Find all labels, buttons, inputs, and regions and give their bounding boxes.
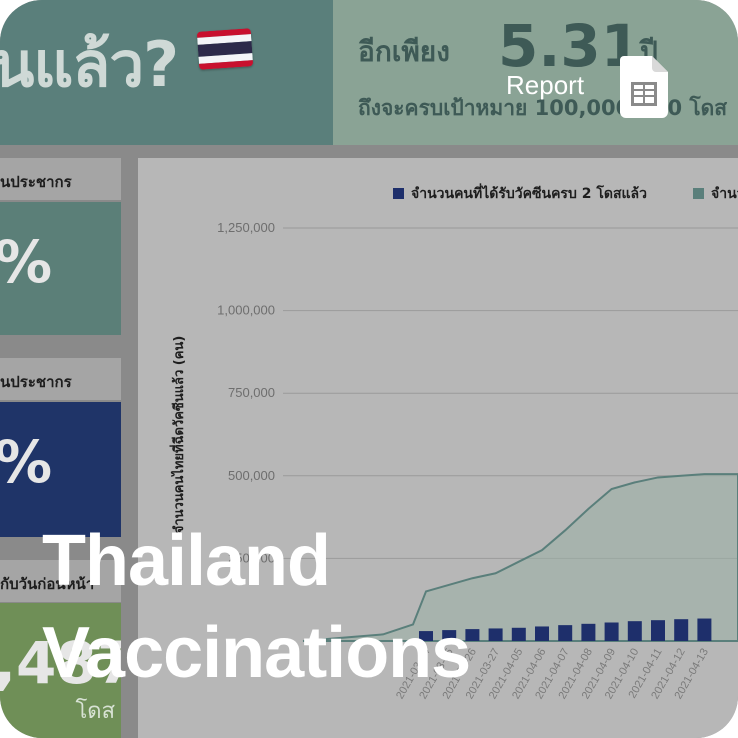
- header-right-panel: [333, 0, 738, 145]
- stat-label-2: นประชากร: [0, 358, 121, 400]
- vaccination-chart: 1,250,000 1,000,000 750,000 500,000 250,000 จ…: [138, 158, 738, 738]
- years-remaining-value: 5.31: [498, 12, 642, 80]
- y-tick-label: 1,250,000: [217, 220, 275, 235]
- report-label[interactable]: Report: [506, 70, 585, 100]
- header-left-panel: [0, 0, 333, 145]
- title-line-1: Thailand: [42, 521, 331, 601]
- area-series: [302, 473, 738, 642]
- bar: [488, 628, 503, 641]
- stat-value-3: ,487: [0, 629, 121, 697]
- y-tick-label: 250,000: [228, 550, 275, 565]
- title-line-2: Vaccinations: [42, 613, 471, 693]
- thailand-flag-icon: [196, 28, 254, 70]
- stat-card-2: %: [0, 402, 121, 537]
- legend-label: จำนวน: [711, 186, 738, 202]
- bar: [604, 622, 619, 641]
- y-tick-label: 500,000: [228, 468, 275, 483]
- bar: [651, 620, 665, 641]
- stat-unit-3: โดส: [75, 699, 115, 724]
- stat-label-3: กับวันก่อนหน้า: [0, 560, 121, 602]
- chart-svg: 1,250,000 1,000,000 750,000 500,000 250,000 จ…: [169, 183, 738, 701]
- y-axis-label: จำนวนคนไทยที่ฉีดวัคซีนแล้ว (คน): [169, 336, 187, 534]
- legend-label: จำนวนคนที่ได้รับวัคซีนครบ 2 โดสแล้ว: [411, 183, 647, 202]
- legend-swatch: [693, 188, 704, 199]
- bar: [674, 619, 689, 641]
- bar: [442, 630, 457, 641]
- bar: [558, 625, 573, 641]
- stat-value-1: %: [0, 228, 52, 296]
- bar: [511, 627, 526, 641]
- bar: [419, 631, 433, 641]
- bar: [465, 629, 480, 641]
- header-prefix: อีกเพียง: [358, 35, 450, 68]
- stat-label-1: นประชากร: [0, 158, 121, 200]
- stat-value-2: %: [0, 428, 52, 496]
- overlay-title: Thailand Vaccinations: [42, 515, 662, 699]
- bar: [581, 623, 596, 641]
- stat-card-3: ,487 โดส: [0, 603, 121, 738]
- bar: [535, 626, 549, 641]
- google-sheets-icon[interactable]: [620, 56, 668, 118]
- bar: [627, 621, 642, 641]
- legend-swatch: [393, 188, 404, 199]
- y-tick-label: 1,000,000: [217, 303, 275, 318]
- y-tick-label: 750,000: [228, 385, 275, 400]
- bar: [697, 618, 712, 641]
- stat-card-1: %: [0, 202, 121, 335]
- header-title: นแล้ว?: [0, 28, 179, 101]
